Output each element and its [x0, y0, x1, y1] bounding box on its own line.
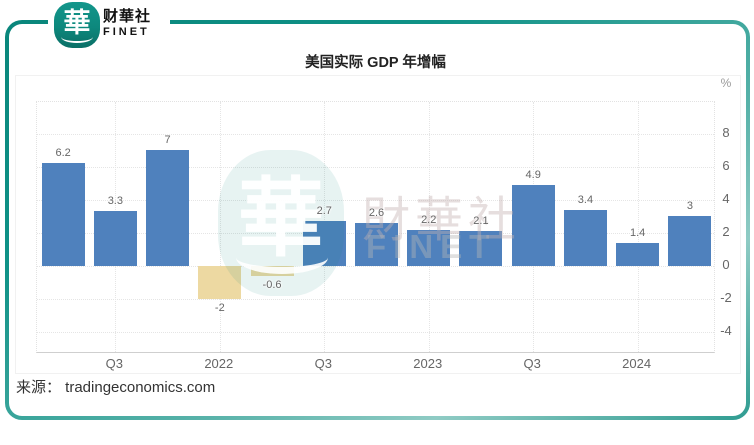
- bar: [198, 266, 242, 300]
- finet-logo-icon: 華: [54, 2, 100, 48]
- bar-value-label: 3: [686, 200, 693, 213]
- bar: [250, 266, 294, 277]
- bar-value-label: 4.9: [525, 168, 541, 181]
- bar-value-label: 6.2: [55, 147, 71, 160]
- gridline-v: [428, 102, 430, 352]
- source-text: 来源： tradingeconomics.com: [16, 379, 216, 396]
- bar-value-label: 3.4: [577, 193, 594, 206]
- bar: [41, 163, 85, 267]
- gridline-h: [37, 199, 714, 201]
- logo-swoosh-icon: [61, 31, 93, 43]
- bar: [668, 216, 712, 267]
- bar: [511, 184, 555, 267]
- gridline-h: [37, 332, 714, 334]
- y-axis-label: -4: [720, 323, 732, 339]
- gridline-v: [219, 102, 221, 352]
- bar-value-label: 2.7: [316, 205, 332, 218]
- y-axis-label: -2: [720, 290, 732, 306]
- bar: [563, 209, 607, 267]
- bar-value-label: 1.4: [629, 226, 646, 239]
- bar: [616, 242, 660, 267]
- gridline-v: [637, 102, 639, 352]
- bar: [459, 231, 503, 267]
- gridline-h: [37, 133, 714, 135]
- bar-value-label: 2.1: [473, 215, 489, 228]
- brand-text: 财華社 FINET: [103, 9, 151, 38]
- bar: [93, 211, 137, 267]
- y-axis-label: 8: [722, 124, 730, 140]
- x-axis-label: Q3: [523, 356, 541, 371]
- y-axis-unit-label: %: [720, 76, 732, 90]
- x-axis-label: 2023: [413, 356, 443, 371]
- bar-value-label: -2: [214, 302, 225, 315]
- x-axis-label: Q3: [314, 356, 332, 371]
- bar: [146, 150, 190, 267]
- x-axis-label: 2024: [622, 356, 652, 371]
- y-axis-label: 2: [722, 223, 730, 239]
- bar: [407, 229, 451, 267]
- bar: [302, 221, 346, 267]
- bar: [355, 223, 398, 267]
- gridline-h: [37, 166, 714, 168]
- y-axis-label: 4: [722, 190, 730, 206]
- x-axis-label: 2022: [204, 356, 234, 371]
- x-axis-label: Q3: [105, 356, 124, 371]
- bar-value-label: 2.6: [368, 207, 385, 220]
- gridline-h: [37, 299, 714, 301]
- bar-value-label: 7: [164, 134, 171, 147]
- bar-value-label: 3.3: [107, 195, 123, 208]
- y-axis-label: 0: [722, 257, 730, 273]
- plot-area: 6.2 3.3 7 -2 -0.6 2.7 2.6 2.2 2.1 4.9 3.4 1.4 3: [36, 101, 715, 353]
- brand-name-zh: 财華社: [103, 8, 152, 25]
- gridline-h: [37, 266, 714, 268]
- bar-value-label: -0.6: [262, 279, 282, 292]
- y-axis-label: 6: [722, 157, 730, 173]
- chart-title: 美国实际 GDP 年增幅: [305, 55, 446, 71]
- brand-name-en: FINET: [103, 26, 150, 38]
- bar-value-label: 2.2: [421, 213, 437, 226]
